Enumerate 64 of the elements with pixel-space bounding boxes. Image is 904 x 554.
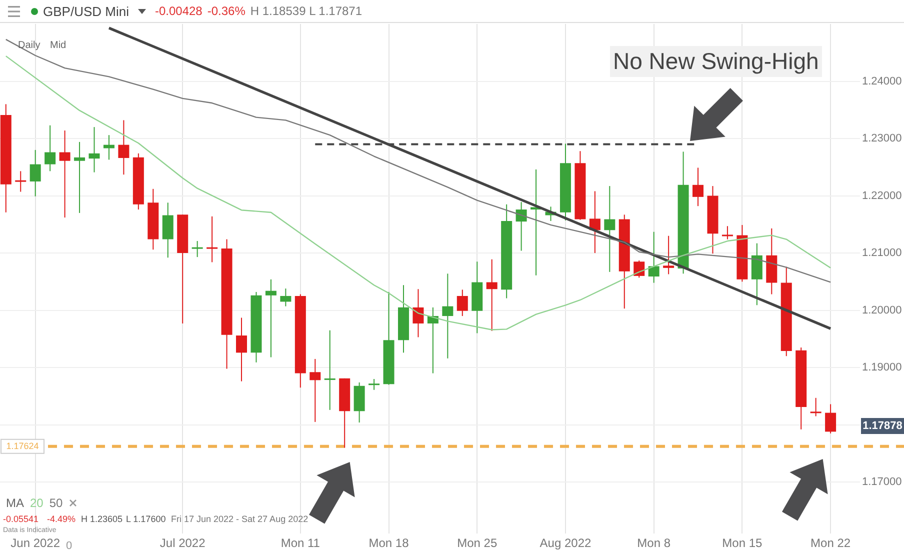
text: -0.36% bbox=[207, 4, 246, 18]
candlestick bbox=[280, 288, 292, 307]
annotation: L 1.17600 bbox=[126, 514, 166, 524]
annotation: Daily bbox=[18, 40, 40, 51]
candlestick bbox=[486, 258, 498, 332]
text: GBP/USD Mini bbox=[43, 4, 129, 18]
x-tick-label: Mon 8 bbox=[637, 536, 671, 550]
x-tick-label: Mon 18 bbox=[368, 536, 410, 550]
x-tick-label: Mon 25 bbox=[457, 536, 498, 550]
x-tick-label: Mon 22 bbox=[810, 536, 851, 550]
y-tick-label: 1.24000 bbox=[862, 75, 902, 88]
annotation: H 1.23605 bbox=[81, 514, 123, 524]
y-tick-label: 1.21000 bbox=[862, 247, 902, 260]
y-tick-label: 1.19000 bbox=[862, 362, 902, 374]
candlestick bbox=[810, 397, 822, 417]
x-tick-label: Aug 2022 bbox=[540, 536, 592, 550]
candlestick bbox=[692, 167, 704, 207]
candlestick bbox=[589, 190, 600, 254]
candlestick bbox=[825, 404, 836, 434]
annotation: Fri 17 Jun 2022 - Sat 27 Aug 2022 bbox=[171, 514, 308, 524]
text: 20 bbox=[30, 496, 44, 510]
x-tick-label: Jul 2022 bbox=[160, 536, 206, 550]
candlestick bbox=[265, 278, 276, 358]
candlestick bbox=[103, 134, 114, 160]
candlestick bbox=[206, 216, 218, 263]
candlestick bbox=[722, 226, 733, 240]
legend-title: MA bbox=[6, 496, 24, 510]
y-tick-label: 1.22000 bbox=[862, 190, 902, 202]
x-tick-label: Jun 2022 bbox=[10, 536, 60, 550]
candlestick bbox=[634, 260, 645, 278]
candlestick bbox=[192, 240, 203, 258]
y-tick-label: 1.20000 bbox=[862, 304, 902, 316]
x-tick-label: Mon 15 bbox=[722, 536, 763, 550]
candlestick bbox=[88, 126, 100, 173]
annotation: -4.49% bbox=[47, 514, 76, 524]
candlestick bbox=[15, 170, 26, 192]
annotation: -0.05541 bbox=[3, 514, 39, 524]
candlestick bbox=[456, 289, 468, 317]
text: -0.00428 bbox=[154, 4, 202, 18]
candlestick bbox=[118, 120, 130, 176]
candlestick bbox=[648, 231, 660, 284]
candlestick bbox=[368, 378, 380, 390]
candlestick bbox=[236, 317, 248, 382]
candlestick bbox=[310, 358, 321, 422]
text: H 1.18539 L 1.17871 bbox=[250, 4, 362, 18]
candlestick bbox=[663, 235, 674, 275]
candlestick bbox=[604, 186, 616, 272]
candlestick bbox=[516, 202, 527, 252]
ref-line-label: 1.17624 bbox=[6, 440, 39, 451]
text: 1.17878 bbox=[861, 418, 904, 434]
y-tick-label: 1.17000 bbox=[862, 476, 902, 488]
annotation: Mid bbox=[50, 40, 66, 51]
annotation: No New Swing-High bbox=[610, 46, 822, 77]
candlestick bbox=[44, 124, 56, 172]
candlestick bbox=[324, 330, 336, 410]
y-tick-label: 1.23000 bbox=[862, 132, 902, 145]
candlestick bbox=[74, 141, 86, 214]
x-tick-label: Mon 11 bbox=[280, 536, 320, 550]
text: 50 bbox=[49, 496, 63, 510]
candlestick bbox=[412, 288, 424, 338]
text: 0 bbox=[66, 540, 72, 552]
candlestick bbox=[59, 130, 70, 218]
candlestick bbox=[442, 273, 454, 359]
candlestick bbox=[30, 149, 41, 197]
